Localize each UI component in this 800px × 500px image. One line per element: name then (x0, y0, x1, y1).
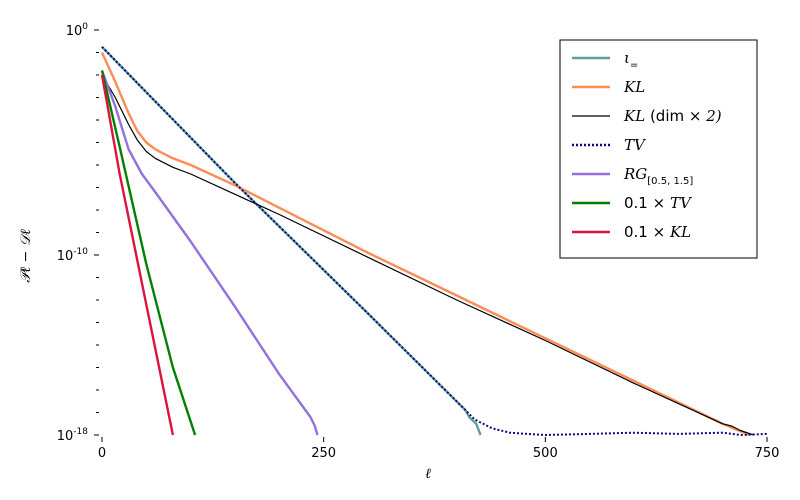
x-tick-label: 0 (98, 446, 106, 461)
x-tick-label: 250 (311, 446, 336, 461)
y-tick-label: 10-10 (57, 247, 89, 264)
axes-group: 0 250 500 750 100 10-10 10-18 (57, 22, 780, 461)
legend-label: KL (623, 78, 645, 96)
series-line-5 (100, 70, 319, 436)
legend-label: ι= (624, 49, 638, 71)
legend-label: KL (dim × 2) (623, 107, 722, 125)
legend-label: TV (624, 136, 647, 154)
series-line-6 (100, 70, 197, 436)
y-tick-label: 10-18 (57, 427, 89, 444)
y-tick-label: 100 (66, 22, 89, 39)
legend: ι= KL KL (dim × 2) TV RG[0.5, 1.5] 0.1 × TV 0.… (559, 39, 758, 259)
y-axis-label: 𝒫ℓ − 𝒟ℓ (18, 229, 34, 283)
x-axis-label: ℓ (425, 466, 431, 482)
legend-label: 0.1 × KL (624, 223, 691, 241)
series-line-7 (100, 74, 175, 436)
series-layer (100, 46, 768, 437)
legend-frame (559, 39, 758, 259)
x-tick-label: 500 (533, 446, 558, 461)
legend-label: 0.1 × TV (624, 194, 693, 212)
legend-label: RG[0.5, 1.5] (623, 165, 693, 187)
x-tick-label: 750 (755, 446, 780, 461)
series-line-2 (100, 52, 750, 437)
